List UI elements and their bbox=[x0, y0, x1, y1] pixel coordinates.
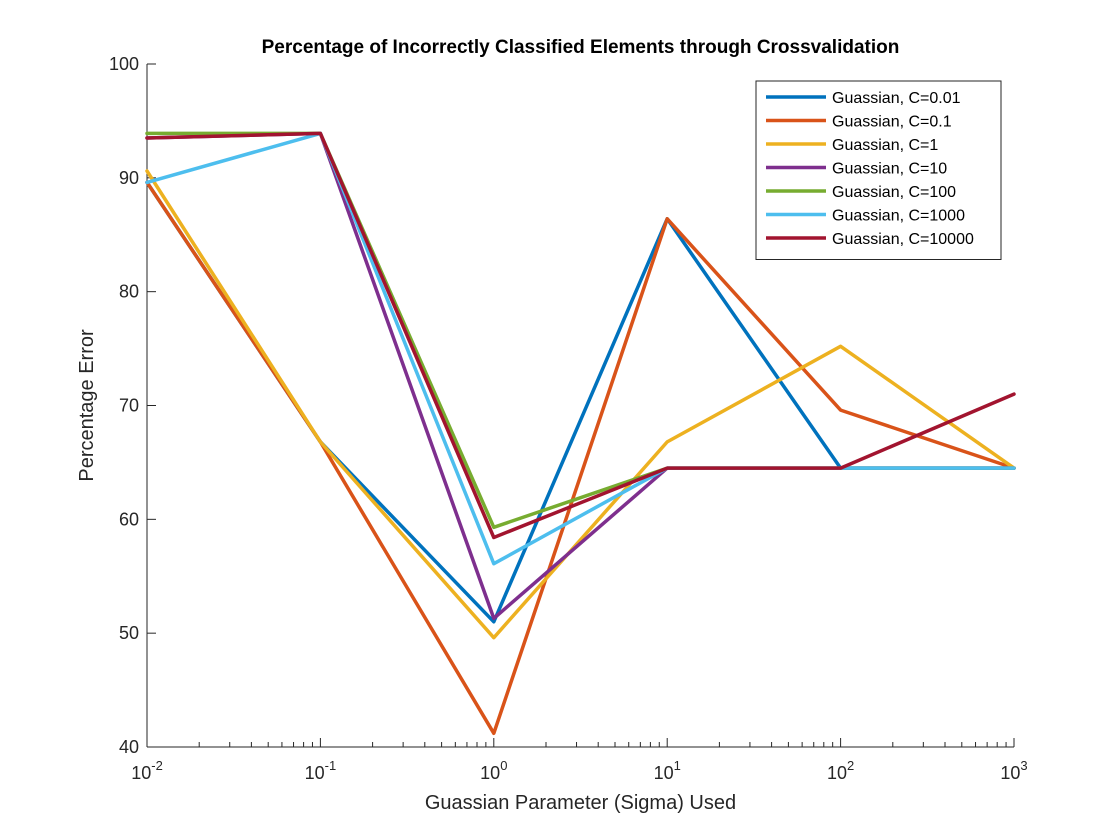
x-tick-label-base: 10 bbox=[827, 763, 847, 783]
legend-label: Guassian, C=1000 bbox=[832, 208, 965, 225]
y-tick-label: 60 bbox=[119, 509, 139, 529]
y-tick-label: 40 bbox=[119, 737, 139, 757]
x-tick-label-exponent: 1 bbox=[674, 758, 681, 773]
y-tick-label: 100 bbox=[109, 54, 139, 74]
chart-title: Percentage of Incorrectly Classified Ele… bbox=[262, 37, 900, 58]
legend-label: Guassian, C=100 bbox=[832, 184, 956, 201]
series-layer bbox=[145, 131, 1016, 736]
x-tick-label-exponent: -2 bbox=[151, 758, 163, 773]
x-tick-label-base: 10 bbox=[305, 763, 325, 783]
legend-label: Guassian, C=0.01 bbox=[832, 90, 961, 107]
legend-box bbox=[755, 80, 1002, 260]
x-tick-label: 101 bbox=[654, 758, 681, 783]
x-tick-label-exponent: 2 bbox=[847, 758, 854, 773]
x-tick-label-base: 10 bbox=[1000, 763, 1020, 783]
x-axis-label: Guassian Parameter (Sigma) Used bbox=[425, 792, 736, 814]
x-tick-label: 102 bbox=[827, 758, 854, 783]
x-tick-label-exponent: -1 bbox=[325, 758, 337, 773]
y-tick-label: 90 bbox=[119, 168, 139, 188]
series-line-3 bbox=[145, 169, 1016, 640]
y-tick-label: 50 bbox=[119, 623, 139, 643]
y-tick-label: 80 bbox=[119, 282, 139, 302]
x-tick-label: 10-1 bbox=[305, 758, 337, 783]
x-tick-label: 10-2 bbox=[131, 758, 163, 783]
x-tick-label-exponent: 3 bbox=[1020, 758, 1027, 773]
series-line-7 bbox=[145, 131, 1016, 540]
legend-label: Guassian, C=10 bbox=[832, 161, 947, 178]
x-tick-label-base: 10 bbox=[480, 763, 500, 783]
x-tick-label-base: 10 bbox=[131, 763, 151, 783]
legend-label: Guassian, C=10000 bbox=[832, 231, 974, 248]
y-axis-label: Percentage Error bbox=[76, 329, 98, 482]
x-tick-label: 103 bbox=[1000, 758, 1027, 783]
x-tick-label: 100 bbox=[480, 758, 507, 783]
legend-label: Guassian, C=1 bbox=[832, 137, 938, 154]
x-tick-label-exponent: 0 bbox=[500, 758, 507, 773]
y-tick-label: 70 bbox=[119, 396, 139, 416]
series-line-6 bbox=[145, 131, 1016, 566]
x-tick-label-base: 10 bbox=[654, 763, 674, 783]
legend: Guassian, C=0.01 Guassian, C=0.1 Guassian,… bbox=[755, 80, 1002, 260]
legend-label: Guassian, C=0.1 bbox=[832, 114, 952, 131]
